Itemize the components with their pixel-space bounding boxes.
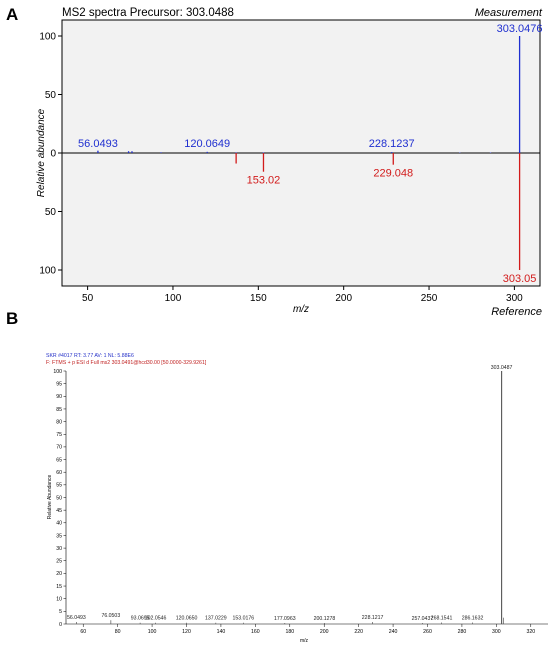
panel-b-x-tick-label: 300 (492, 629, 501, 635)
panel-b-y-tick-label: 25 (56, 559, 62, 565)
panel-a-y-tick-label: 0 (50, 149, 56, 160)
panel-b-letter: B (6, 309, 18, 328)
panel-a-letter: A (6, 5, 18, 24)
reference-peak-label: 229.048 (373, 168, 413, 180)
instrument-peak-label: 177.0963 (274, 616, 296, 622)
instrument-peak-label: 286.1632 (462, 615, 484, 621)
panel-a-top-label: Measurement (475, 7, 543, 19)
panel-b-x-tick-label: 160 (251, 629, 260, 635)
reference-peak-label: 303.05 (503, 273, 537, 285)
panel-a-x-axis-label: m/z (293, 304, 309, 315)
panel-a-y-tick-label: 50 (45, 90, 57, 101)
panel-b-header-line1: SKR #4017 RT: 3.77 AV: 1 NL: 5.88E6 (46, 353, 134, 359)
instrument-peak-label: 56.0493 (67, 615, 86, 621)
panel-a-x-tick-label: 50 (82, 293, 94, 304)
panel-b-x-tick-label: 140 (217, 629, 226, 635)
panel-b-x-tick-label: 60 (80, 629, 86, 635)
panel-b-y-tick-label: 0 (59, 622, 62, 628)
instrument-peak-label: 137.0229 (205, 616, 227, 622)
panel-b-y-tick-label: 10 (56, 597, 62, 603)
panel-b-y-tick-label: 15 (56, 584, 62, 590)
panel-b-x-tick-label: 320 (526, 629, 535, 635)
instrument-peak-label: 76.0503 (101, 613, 120, 619)
panel-b-y-tick-label: 55 (56, 483, 62, 489)
panel-a-y-axis-label: Relative abundance (36, 108, 47, 197)
panel-b-x-tick-label: 80 (115, 629, 121, 635)
instrument-peak-label: 120.0650 (176, 616, 198, 622)
panel-b-x-tick-label: 100 (148, 629, 157, 635)
panel-b-y-tick-label: 35 (56, 533, 62, 539)
instrument-peak-label: 200.1278 (314, 616, 336, 622)
panel-b-x-tick-label: 220 (354, 629, 363, 635)
panel-b-x-tick-label: 240 (389, 629, 398, 635)
measurement-peak-label: 228.1237 (369, 138, 415, 150)
panel-b-x-tick-label: 180 (285, 629, 294, 635)
measurement-peak-label: 56.0493 (78, 138, 118, 150)
panel-b-x-tick-label: 200 (320, 629, 329, 635)
panel-a-y-tick-label: 50 (45, 207, 57, 218)
instrument-peak-label: 102.0546 (145, 616, 167, 622)
panel-b-y-tick-label: 50 (56, 495, 62, 501)
measurement-peak-label: 303.0476 (497, 23, 543, 35)
panel-b-x-tick-label: 280 (458, 629, 467, 635)
instrument-peak-label: 303.0487 (491, 365, 513, 371)
measurement-peak-label: 120.0649 (184, 138, 230, 150)
panel-a-x-tick-label: 300 (506, 293, 523, 304)
panel-a-y-tick-label: 100 (39, 266, 56, 277)
panel-b-y-tick-label: 85 (56, 407, 62, 413)
panel-b-y-tick-label: 45 (56, 508, 62, 514)
panel-b-y-axis-label: Relative Abundance (47, 475, 53, 520)
panel-a-bottom-label: Reference (491, 306, 542, 318)
panel-b-y-tick-label: 20 (56, 571, 62, 577)
panel-b-y-tick-label: 90 (56, 394, 62, 400)
panel-a-title: MS2 spectra Precursor: 303.0488 (62, 7, 234, 19)
panel-a-x-tick-label: 200 (335, 293, 352, 304)
panel-b-y-tick-label: 95 (56, 381, 62, 387)
panel-b-y-tick-label: 100 (53, 369, 62, 375)
instrument-peak-label: 93.0695 (131, 616, 150, 622)
panel-b-x-tick-label: 120 (182, 629, 191, 635)
instrument-peak-label: 268.1541 (431, 615, 453, 621)
panel-b-y-tick-label: 30 (56, 546, 62, 552)
panel-b-y-tick-label: 80 (56, 419, 62, 425)
panel-b-x-axis-label: m/z (300, 638, 309, 644)
panel-b-y-tick-label: 75 (56, 432, 62, 438)
instrument-peak-label: 228.1217 (362, 615, 384, 621)
panel-b-header-line2: F: FTMS + p ESI d Full ms2 303.0491@hcd3… (46, 360, 207, 366)
panel-b-y-tick-label: 40 (56, 521, 62, 527)
panel-b-x-tick-label: 260 (423, 629, 432, 635)
panel-b-y-tick-label: 5 (59, 609, 62, 615)
panel-b-y-tick-label: 60 (56, 470, 62, 476)
instrument-peak-label: 257.0437 (412, 616, 434, 622)
panel-b-y-tick-label: 65 (56, 457, 62, 463)
reference-peak-label: 153.02 (247, 175, 281, 187)
panel-a-x-tick-label: 250 (421, 293, 438, 304)
panel-a-y-tick-label: 100 (39, 32, 56, 43)
panel-b-y-tick-label: 70 (56, 445, 62, 451)
panel-a-x-tick-label: 150 (250, 293, 267, 304)
instrument-peak-label: 153.0176 (233, 616, 255, 622)
panel-a-x-tick-label: 100 (165, 293, 182, 304)
